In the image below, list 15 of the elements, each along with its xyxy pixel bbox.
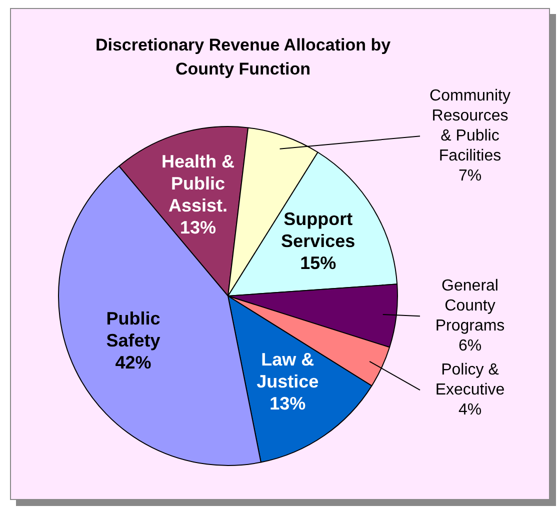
data-label: 7% xyxy=(458,168,482,185)
slice-label: Support Services xyxy=(281,208,356,251)
slice-label: Community Resources & Public Facilities xyxy=(430,88,510,165)
slice-label: Law & Justice xyxy=(256,349,319,392)
data-label: 15% xyxy=(300,252,336,273)
slice-label: Public Safety xyxy=(106,308,160,350)
data-label: 13% xyxy=(270,393,306,414)
slice-label: General County Programs xyxy=(435,277,505,334)
slice-label: Policy & Executive xyxy=(435,361,505,398)
data-label: 4% xyxy=(458,401,482,418)
chart-title: Discretionary Revenue Allocation by County Function xyxy=(95,36,392,79)
data-label: 42% xyxy=(115,352,152,372)
data-label: 6% xyxy=(458,337,482,354)
slice-label: Health & Public Assist. xyxy=(161,151,234,216)
data-label: 13% xyxy=(180,217,216,238)
